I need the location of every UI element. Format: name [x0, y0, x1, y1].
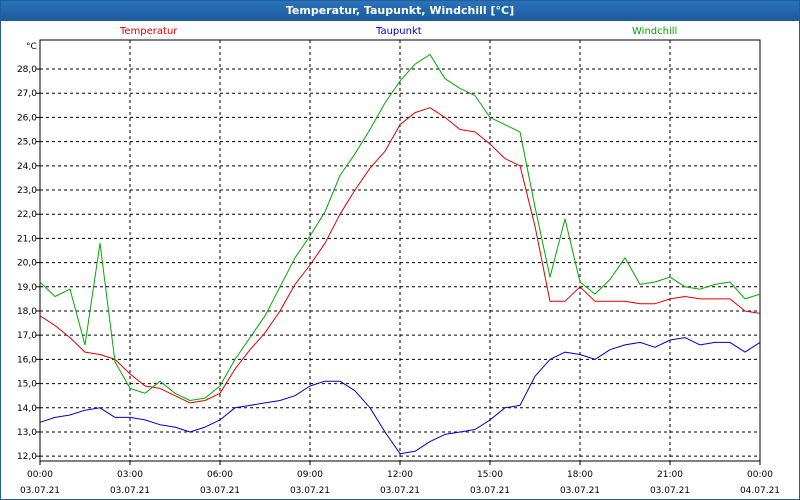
series-line-temperatur [39, 107, 761, 404]
y-tick-label: 18,0 [17, 307, 37, 317]
x-tick-time-label: 06:00 [207, 470, 233, 480]
x-tick-date-label: 03.07.21 [200, 486, 240, 496]
x-tick-date-label: 03.07.21 [110, 486, 150, 496]
x-tick-time-label: 03:00 [117, 470, 143, 480]
y-tick-label: 13,0 [17, 428, 37, 438]
x-axis-ticks: 00:00 03.07.21 03:00 03.07.21 06:00 03.07.21 0… [20, 461, 780, 496]
y-tick-label: 17,0 [17, 331, 37, 341]
legend-taupunkt: Taupunkt [375, 26, 422, 37]
y-tick-label: 23,0 [17, 186, 37, 196]
grid-lines [40, 40, 760, 461]
x-tick-time-label: 09:00 [297, 470, 323, 480]
window-title: Temperatur, Taupunkt, Windchill [°C] [1, 1, 799, 21]
y-axis-unit-label: °C [26, 42, 37, 52]
x-tick-date-label: 03.07.21 [290, 486, 330, 496]
y-tick-label: 19,0 [17, 283, 37, 293]
x-tick-time-label: 15:00 [477, 470, 503, 480]
series-line-windchill [39, 54, 761, 401]
y-tick-label: 25,0 [17, 138, 37, 148]
x-tick-date-label: 03.07.21 [380, 486, 420, 496]
x-tick-date-label: 03.07.21 [650, 486, 690, 496]
y-tick-label: 15,0 [17, 380, 37, 390]
y-tick-label: 27,0 [17, 89, 37, 99]
x-tick-date-label: 03.07.21 [470, 486, 510, 496]
x-tick-date-label: 03.07.21 [20, 486, 60, 496]
x-tick-time-label: 12:00 [387, 470, 413, 480]
y-tick-label: 12,0 [17, 452, 37, 462]
y-tick-label: 28,0 [17, 65, 37, 75]
x-tick-time-label: 00:00 [747, 470, 773, 480]
y-axis-ticks: 12,0 13,0 14,0 15,0 16,0 17,0 18,0 19,0 20,0 21,0… [17, 65, 40, 462]
y-tick-label: 22,0 [17, 210, 37, 220]
y-tick-label: 24,0 [17, 162, 37, 172]
y-tick-label: 26,0 [17, 113, 37, 123]
x-tick-date-label: 04.07.21 [740, 486, 780, 496]
x-tick-time-label: 18:00 [567, 470, 593, 480]
x-tick-time-label: 21:00 [657, 470, 683, 480]
legend-windchill: Windchill [632, 26, 677, 37]
y-tick-label: 14,0 [17, 404, 37, 414]
y-tick-label: 16,0 [17, 355, 37, 365]
y-tick-label: 20,0 [17, 259, 37, 269]
series-layer [39, 54, 761, 455]
y-tick-label: 21,0 [17, 234, 37, 244]
x-tick-time-label: 00:00 [27, 470, 53, 480]
x-tick-date-label: 03.07.21 [560, 486, 600, 496]
legend-temperatur: Temperatur [119, 26, 178, 37]
series-line-taupunkt [39, 337, 761, 455]
